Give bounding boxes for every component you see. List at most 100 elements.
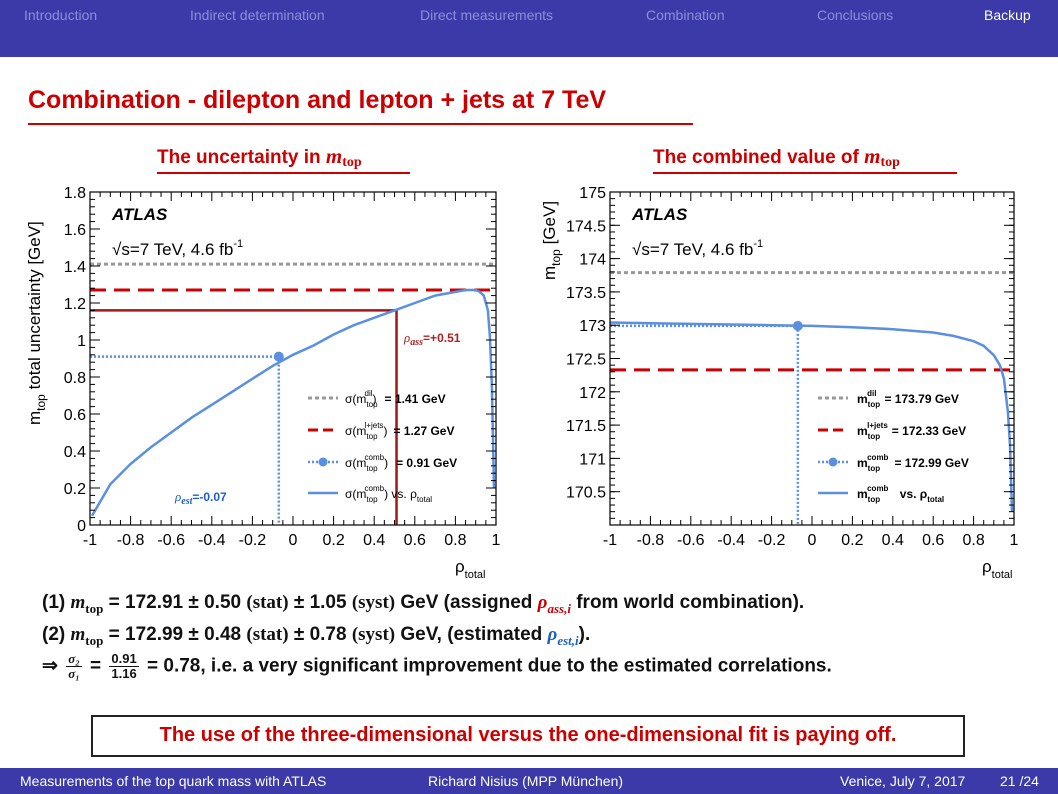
title-underline	[28, 123, 693, 125]
x-tick-label: -0.6	[157, 532, 185, 549]
y-tick-label: 0.4	[64, 444, 86, 461]
y-axis-title: mtop total uncertainty [GeV]	[25, 221, 48, 425]
x-tick-label: 0.4	[882, 532, 904, 549]
x-tick-label: 0.8	[444, 532, 466, 549]
equation-3: ⇒ σ₂ σ₁ = 0.91 1.16 = 0.78, i.e. a very si…	[42, 651, 832, 681]
y-tick-label: 173.5	[566, 285, 606, 302]
y-tick-label: 1	[77, 333, 86, 350]
y-tick-label: 1.2	[64, 296, 86, 313]
x-tick-label: 0	[808, 532, 817, 549]
uncertainty-plot: -1 -0.8 -0.6 -0.4 -0.2 0 0.2 0.4 0.6 0.8 1 0 0.2 0.4 0…	[25, 185, 501, 581]
left-heading-m: m	[325, 144, 343, 168]
energy-label: √s=7 TeV, 4.6 fb-1	[632, 238, 763, 259]
right-heading-text: The combined value of	[653, 147, 859, 168]
combined-value-plot: -1 -0.8 -0.6 -0.4 -0.2 0 0.2 0.4 0.6 0.8 1 170.5 171…	[540, 185, 1019, 581]
left-heading-text: The uncertainty in	[157, 147, 321, 168]
x-tick-label: 1	[492, 532, 501, 549]
y-tick-label: 171	[579, 451, 606, 468]
combined-point-marker	[273, 351, 284, 362]
x-tick-label: -0.8	[117, 532, 145, 549]
conclusion-box: The use of the three-dimensional versus …	[91, 715, 965, 757]
right-heading-sub: top	[880, 155, 900, 170]
x-tick-label: -0.6	[677, 532, 705, 549]
legend-dil-label: mtopdil = 173.79 GeV	[857, 389, 959, 409]
y-tick-label: 170.5	[566, 485, 606, 502]
x-tick-label: 1	[1010, 532, 1019, 549]
y-tick-label: 0.8	[64, 370, 86, 387]
combined-curve	[609, 321, 1014, 512]
left-heading-underline	[157, 172, 410, 174]
y-axis-title: mtop [GeV]	[540, 201, 563, 280]
legend-ljets-label: σ(mtopl+jets) = 1.27 GeV	[345, 421, 454, 441]
rho-ass-annotation: ρass=+0.51	[403, 330, 461, 348]
equation-2: (2) mtop = 172.99 ± 0.48 (stat) ± 0.78 (…	[42, 624, 591, 648]
x-tick-label: -0.2	[758, 532, 786, 549]
y-tick-label: 1.4	[64, 259, 86, 276]
nav-introduction[interactable]: Introduction	[24, 7, 98, 23]
nav-combination[interactable]: Combination	[646, 7, 725, 23]
y-tick-label: 174	[579, 252, 606, 269]
legend-dil-label: σ(mtopdil) = 1.41 GeV	[345, 389, 446, 409]
footer-author: Richard Nisius (MPP München)	[428, 773, 624, 789]
x-tick-label: 0.8	[962, 532, 984, 549]
right-heading-m: m	[864, 144, 881, 168]
y-tick-label: 0	[77, 518, 86, 535]
nav-indirect-determination[interactable]: Indirect determination	[190, 7, 325, 23]
x-tick-label: -0.4	[717, 532, 745, 549]
y-tick-label: 0.2	[64, 481, 86, 498]
footer-bar: Measurements of the top quark mass with …	[0, 768, 1058, 794]
sigma-ratio: σ₂ σ₁	[66, 651, 82, 681]
y-tick-label: 174.5	[566, 218, 606, 235]
y-tick-label: 0.6	[64, 407, 86, 424]
right-panel-heading: The combined value of mtop	[653, 144, 900, 171]
combined-point-marker	[792, 320, 803, 331]
legend: mtopdil = 173.79 GeV mtopl+jets = 172.33 G…	[818, 389, 969, 504]
legend-comb-label: mtopcomb = 172.99 GeV	[857, 453, 969, 473]
nav-direct-measurements[interactable]: Direct measurements	[420, 7, 554, 23]
footer-talk-title: Measurements of the top quark mass with …	[20, 773, 327, 789]
x-tick-label: 0.2	[841, 532, 863, 549]
slide-title: Combination - dilepton and lepton + jets…	[28, 86, 607, 114]
combined-curve	[90, 288, 496, 517]
x-tick-label: -1	[603, 532, 617, 549]
svg-text:mtop total uncertainty [GeV]: mtop total uncertainty [GeV]	[25, 221, 48, 425]
footer-venue: Venice, July 7, 2017	[840, 773, 966, 789]
navigation-bar: Introduction Indirect determination Dire…	[0, 0, 1058, 57]
x-tick-label: 0.4	[363, 532, 385, 549]
legend: σ(mtopdil) = 1.41 GeV σ(mtopl+jets) = 1.27…	[308, 389, 457, 504]
left-heading-sub: top	[342, 155, 362, 170]
x-tick-label: 0.6	[922, 532, 944, 549]
x-tick-label: 0	[289, 532, 298, 549]
nav-conclusions[interactable]: Conclusions	[817, 7, 894, 23]
x-tick-label: -0.4	[198, 532, 226, 549]
y-tick-label: 171.5	[566, 418, 606, 435]
x-tick-label: -1	[83, 532, 97, 549]
y-tick-label: 172.5	[566, 352, 606, 369]
legend-comb-marker	[318, 457, 328, 467]
nav-backup[interactable]: Backup	[984, 7, 1031, 23]
energy-label: √s=7 TeV, 4.6 fb-1	[112, 238, 243, 259]
y-tick-label: 1.8	[64, 185, 86, 202]
right-heading-underline	[653, 172, 957, 174]
value-ratio: 0.91 1.16	[109, 651, 139, 681]
legend-comb-label: σ(mtopcomb) = 0.91 GeV	[345, 453, 457, 473]
x-tick-label: 0.6	[404, 532, 426, 549]
experiment-label: ATLAS	[111, 205, 168, 224]
conclusion-text: The use of the three-dimensional versus …	[159, 724, 897, 746]
legend-curve-label: mtopcomb vs. ρtotal	[857, 484, 944, 504]
equation-1: (1) mtop = 172.91 ± 0.50 (stat) ± 1.05 (…	[42, 592, 805, 616]
x-tick-label: 0.2	[322, 532, 344, 549]
legend-ljets-label: mtopl+jets = 172.33 GeV	[857, 421, 966, 441]
x-tick-label: -0.2	[239, 532, 267, 549]
x-axis-title: ρtotal	[455, 557, 485, 581]
y-tick-label: 172	[579, 385, 606, 402]
rho-est-annotation: ρest=-0.07	[174, 489, 227, 507]
footer-page-number[interactable]: 21 /24	[1000, 773, 1039, 789]
x-tick-label: -0.8	[637, 532, 665, 549]
legend-comb-marker	[828, 457, 838, 467]
legend-curve-label: σ(mtopcomb) vs. ρtotal	[345, 484, 432, 504]
x-axis-title: ρtotal	[982, 557, 1012, 581]
svg-text:mtop [GeV]: mtop [GeV]	[540, 201, 563, 280]
y-tick-label: 1.6	[64, 222, 86, 239]
experiment-label: ATLAS	[631, 205, 688, 224]
